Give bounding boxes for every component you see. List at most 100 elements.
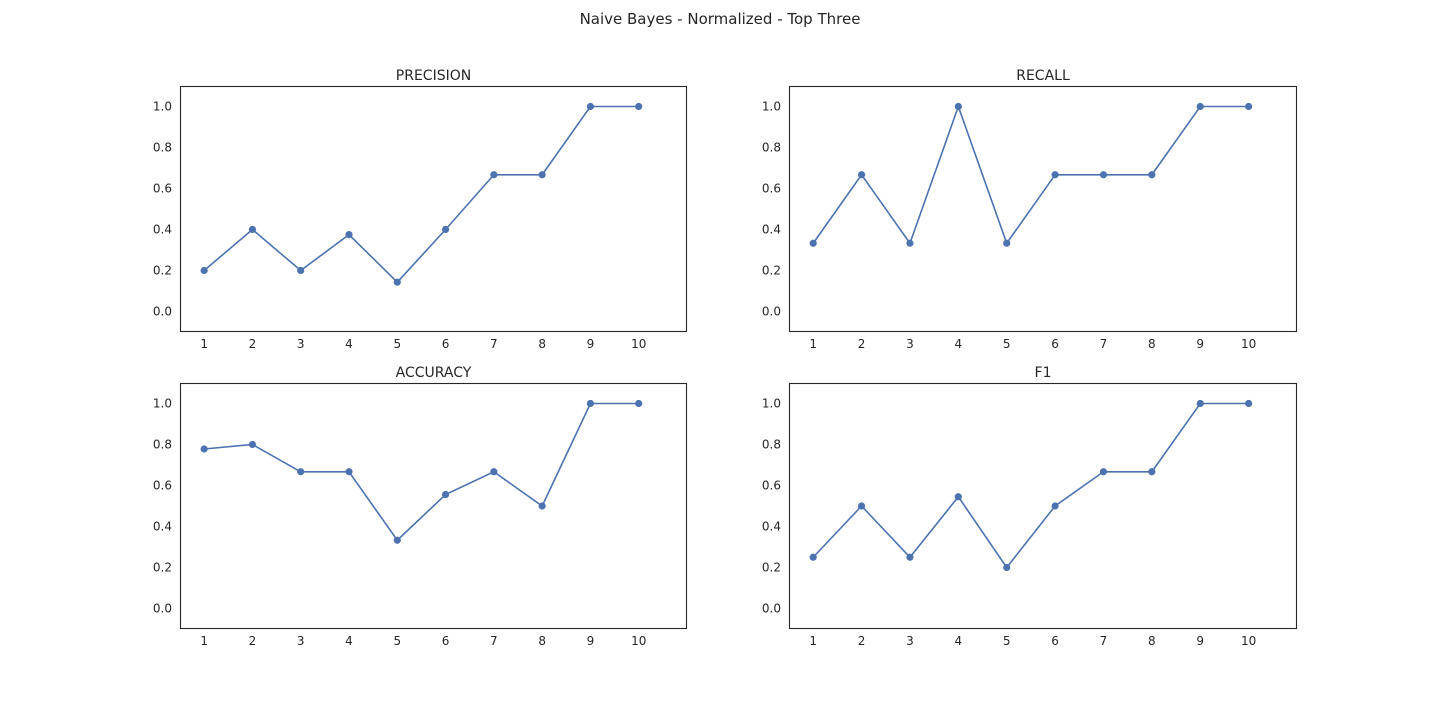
panel-title: RECALL [1016, 68, 1070, 84]
x-tick-label: 8 [1148, 634, 1156, 648]
panel-title: F1 [1035, 365, 1052, 381]
data-point [635, 102, 643, 111]
data-point [538, 502, 546, 510]
x-tick-label: 4 [955, 634, 963, 648]
plot-frame [179, 85, 688, 333]
y-tick-label: 1.0 [762, 100, 781, 114]
x-tick-label: 4 [955, 337, 963, 351]
y-tick-label: 0.8 [153, 141, 172, 155]
x-tick-label: 2 [249, 634, 257, 648]
y-tick-label: 1.0 [762, 397, 781, 411]
y-tick-label: 0.2 [153, 561, 172, 575]
data-point [809, 239, 817, 247]
x-tick-label: 5 [1003, 337, 1011, 351]
y-tick-label: 0.0 [762, 305, 781, 319]
y-tick-label: 0.2 [153, 264, 172, 278]
y-tick-label: 0.0 [762, 602, 781, 616]
data-point [1099, 171, 1108, 179]
data-point [586, 102, 595, 111]
x-tick-label: 2 [858, 337, 866, 351]
plot-frame [179, 382, 688, 630]
x-tick-label: 3 [906, 634, 914, 648]
data-point [809, 553, 817, 561]
recall-chart: RECALL 0.0 0.2 0.4 0.6 0.8 1.0 1 2 3 4 5 6 7 8 9 10 [762, 68, 1298, 351]
data-point [490, 468, 498, 476]
x-tick-label: 7 [490, 634, 498, 648]
y-tick-label: 0.4 [153, 520, 172, 534]
x-tick-label: 1 [809, 634, 817, 648]
y-tick-label: 0.4 [153, 223, 172, 237]
data-point [1148, 171, 1156, 179]
x-tick-label: 7 [1100, 337, 1108, 351]
data-point [635, 399, 643, 408]
x-tick-label: 4 [345, 337, 353, 351]
x-tick-label: 5 [1003, 634, 1011, 648]
x-tick-label: 1 [809, 337, 817, 351]
data-point [906, 239, 914, 247]
data-point [248, 225, 257, 234]
x-tick-label: 6 [442, 337, 450, 351]
y-tick-label: 0.6 [153, 479, 172, 493]
x-tick-label: 4 [345, 634, 353, 648]
data-point [297, 266, 305, 275]
data-point [1051, 171, 1059, 179]
accuracy-chart: ACCURACY 0.0 0.2 0.4 0.6 0.8 1.0 1 2 3 4 5 6 7 8 9 10 [153, 365, 688, 648]
data-point [586, 399, 595, 408]
data-point [954, 493, 962, 501]
x-tick-label: 8 [538, 337, 546, 351]
data-point [490, 171, 498, 179]
x-tick-label: 5 [393, 634, 401, 648]
data-point [1245, 399, 1253, 408]
y-tick-label: 0.6 [762, 479, 781, 493]
data-point [345, 231, 353, 239]
data-point [1099, 468, 1108, 476]
data-point [1196, 399, 1204, 408]
data-point [954, 102, 962, 111]
x-tick-label: 10 [1241, 634, 1256, 648]
y-tick-label: 0.4 [762, 520, 781, 534]
y-tick-label: 0.8 [153, 438, 172, 452]
y-tick-label: 0.6 [153, 182, 172, 196]
x-tick-label: 1 [200, 634, 208, 648]
panel-title: PRECISION [396, 68, 471, 84]
x-tick-label: 9 [587, 337, 595, 351]
series-line [812, 402, 1249, 569]
precision-chart: PRECISION 0.0 0.2 0.4 0.6 0.8 1.0 1 2 3 4 5 6 7 8 9 10 [153, 68, 688, 351]
data-point [200, 266, 208, 275]
x-tick-label: 2 [249, 337, 257, 351]
data-point [1245, 102, 1253, 111]
x-tick-label: 7 [1100, 634, 1108, 648]
x-tick-label: 10 [631, 634, 646, 648]
x-tick-label: 3 [297, 337, 305, 351]
x-tick-label: 6 [1051, 634, 1059, 648]
series-line [812, 104, 1249, 245]
x-tick-label: 3 [297, 634, 305, 648]
data-point [297, 468, 305, 476]
y-tick-label: 0.6 [762, 182, 781, 196]
y-tick-label: 1.0 [153, 397, 172, 411]
x-tick-label: 2 [858, 634, 866, 648]
data-point [906, 553, 914, 561]
y-tick-label: 0.2 [762, 561, 781, 575]
y-tick-label: 0.4 [762, 223, 781, 237]
x-tick-label: 10 [631, 337, 646, 351]
data-point [857, 502, 866, 510]
y-tick-label: 1.0 [153, 100, 172, 114]
x-tick-label: 3 [906, 337, 914, 351]
data-point [441, 225, 450, 234]
y-tick-label: 0.2 [762, 264, 781, 278]
data-point [1196, 102, 1204, 111]
plot-frame [788, 85, 1298, 333]
data-point [441, 490, 450, 499]
x-tick-label: 6 [442, 634, 450, 648]
x-tick-label: 9 [1196, 634, 1204, 648]
data-point [393, 536, 401, 544]
data-point [1003, 239, 1011, 247]
x-tick-label: 1 [200, 337, 208, 351]
y-tick-label: 0.0 [153, 305, 172, 319]
figure-title: Naive Bayes - Normalized - Top Three [579, 10, 861, 28]
data-point [345, 468, 353, 476]
f1-chart: F1 0.0 0.2 0.4 0.6 0.8 1.0 1 2 3 4 5 6 7 8 9 10 [762, 365, 1298, 648]
panel-title: ACCURACY [396, 365, 472, 381]
